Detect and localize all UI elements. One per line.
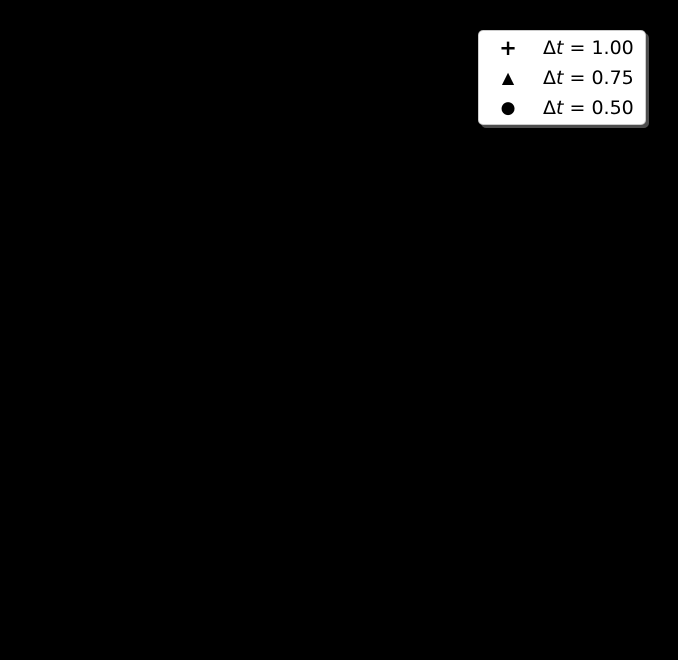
legend-entry: + Δt = 1.00 <box>479 33 645 63</box>
circle-marker-icon: ● <box>500 97 516 118</box>
legend-label: Δt = 0.75 <box>543 66 634 89</box>
plus-marker-icon: + <box>499 35 517 60</box>
legend-value: = 0.50 <box>563 96 634 119</box>
delta-symbol: Δ <box>543 66 556 89</box>
delta-symbol: Δ <box>543 96 556 119</box>
time-variable: t <box>556 66 564 89</box>
legend-value: = 0.75 <box>563 66 634 89</box>
time-variable: t <box>556 36 564 59</box>
legend-label: Δt = 0.50 <box>543 96 634 119</box>
delta-symbol: Δ <box>543 36 556 59</box>
legend: + Δt = 1.00 ▲ Δt = 0.75 ● Δt = 0.50 <box>478 30 646 125</box>
triangle-marker-icon: ▲ <box>501 68 515 87</box>
legend-label: Δt = 1.00 <box>543 36 634 59</box>
legend-entry: ▲ Δt = 0.75 <box>479 63 645 93</box>
legend-entry: ● Δt = 0.50 <box>479 93 645 123</box>
legend-value: = 1.00 <box>563 36 634 59</box>
time-variable: t <box>556 96 564 119</box>
